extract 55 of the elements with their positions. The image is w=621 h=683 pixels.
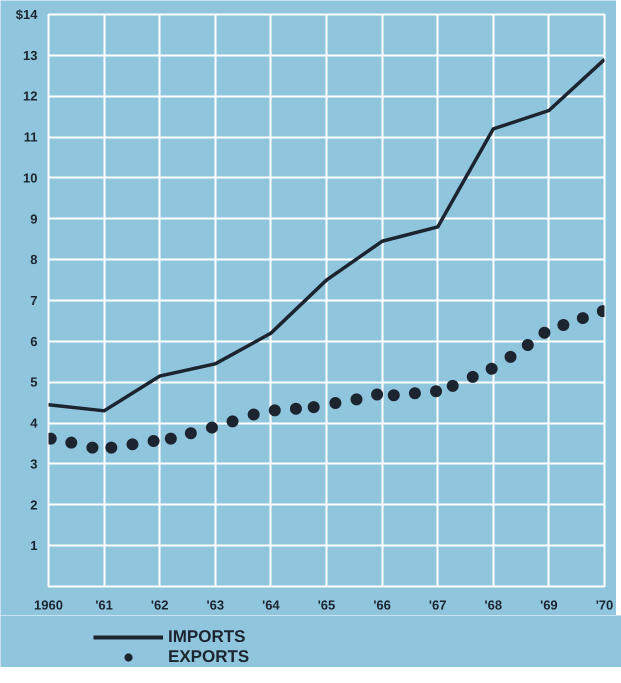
point [388, 389, 400, 402]
point [86, 442, 98, 454]
point [329, 397, 342, 410]
y-tick-label: 1 [30, 538, 38, 554]
y-tick-label: 5 [30, 374, 38, 390]
y-tick-label: 3 [30, 456, 38, 472]
x-tick-label: '63 [206, 598, 224, 612]
y-tick-label: 10 [23, 170, 38, 186]
legend-label: IMPORTS [168, 627, 246, 647]
point [486, 362, 498, 375]
x-tick-label: '65 [318, 598, 336, 612]
x-tick-label: '68 [484, 598, 502, 612]
y-tick-label: 6 [30, 334, 38, 349]
point [184, 427, 197, 440]
point [504, 350, 517, 363]
point [408, 387, 421, 400]
line-series [48, 58, 604, 413]
y-tick-label: 7 [30, 293, 38, 308]
point [164, 432, 177, 445]
x-tick-label: '69 [540, 598, 558, 612]
y-tick-label: 2 [30, 497, 38, 512]
point [268, 404, 281, 416]
point [248, 408, 260, 420]
point [446, 380, 459, 392]
point [466, 370, 479, 383]
point [126, 438, 138, 450]
point [371, 388, 384, 400]
point [557, 319, 570, 332]
x-tick-label: '66 [373, 598, 391, 612]
point [308, 401, 320, 414]
point [290, 402, 302, 415]
y-tick-label: 11 [24, 130, 38, 145]
point [226, 415, 239, 428]
y-tick-label: 12 [23, 88, 38, 104]
x-tick-label: '62 [150, 598, 168, 612]
y-tick-label: 8 [30, 252, 38, 268]
x-tick-label: '70 [596, 598, 614, 612]
point [538, 326, 550, 339]
y-tick-label: 9 [30, 211, 38, 226]
point [576, 312, 589, 324]
x-tick-label: '64 [262, 598, 280, 612]
x-tick-label: '61 [95, 598, 113, 612]
point [148, 435, 160, 448]
point [430, 385, 442, 398]
point [350, 393, 363, 406]
y-tick-label: $14 [16, 7, 38, 22]
x-tick-label: '67 [428, 598, 446, 612]
legend-label: EXPORTS [168, 647, 250, 667]
point [206, 422, 218, 434]
point [65, 436, 78, 449]
y-tick-label: 13 [23, 48, 38, 63]
x-tick-label: 1960 [34, 598, 63, 612]
point [105, 442, 118, 454]
y-tick-label: 4 [30, 416, 38, 431]
point [522, 339, 534, 352]
